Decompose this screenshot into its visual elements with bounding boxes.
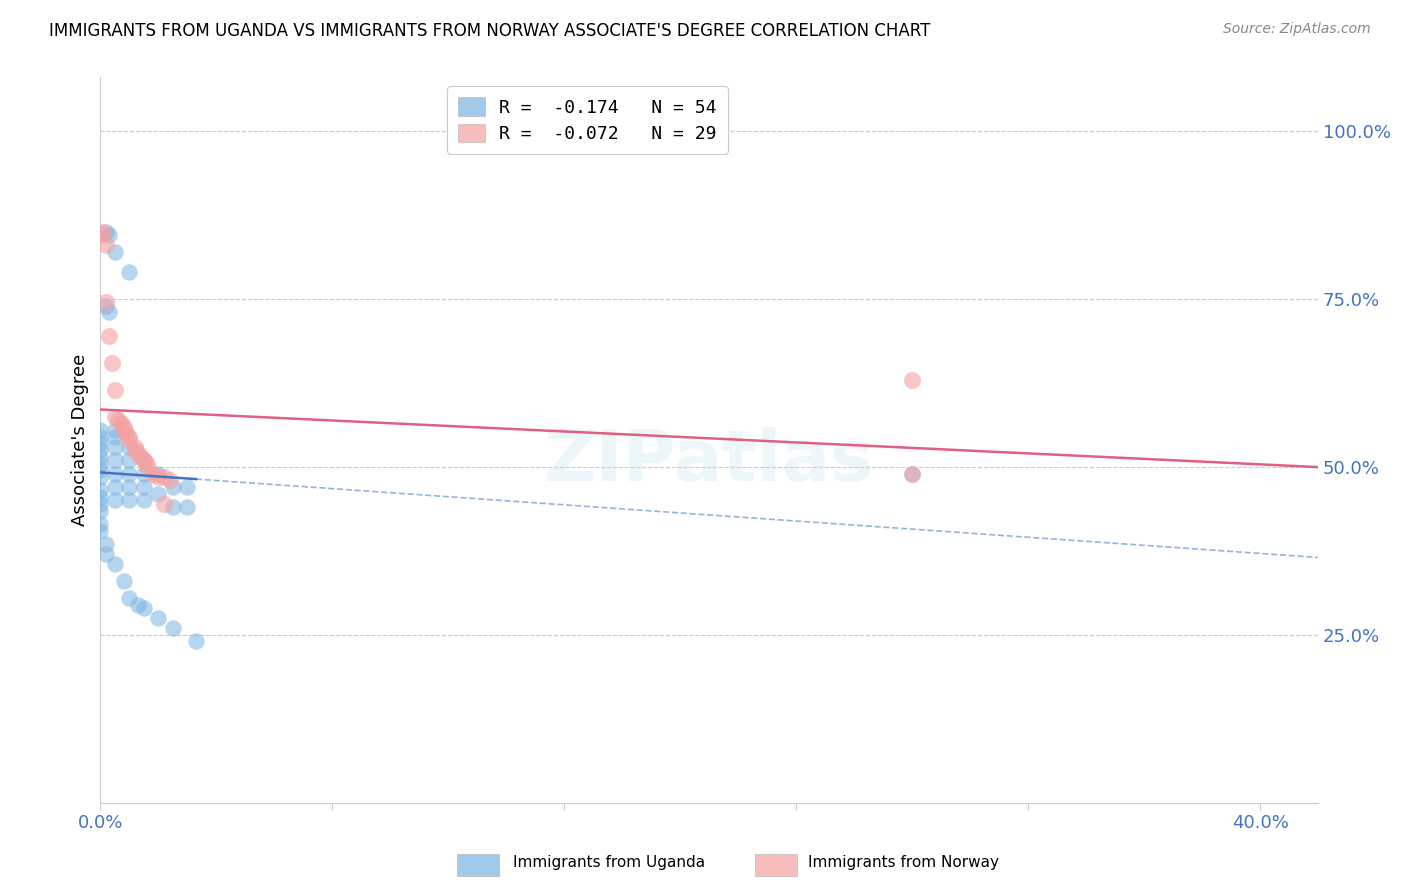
Point (132, 453, 155, 467)
Point (118, 591, 141, 605)
Point (104, 467, 127, 481)
Point (118, 453, 141, 467)
Point (162, 621, 184, 635)
Point (94, 547, 117, 561)
Point (148, 470, 170, 484)
Point (98, 329, 121, 343)
Point (104, 453, 127, 467)
Point (89, 430, 111, 444)
Point (98, 305, 121, 319)
Point (89, 463, 111, 477)
Point (94, 299, 117, 313)
Point (89, 497, 111, 511)
Point (124, 443, 146, 458)
Point (104, 440, 127, 454)
Point (148, 467, 170, 481)
Point (118, 493, 141, 508)
Point (118, 430, 141, 444)
Point (104, 409, 127, 424)
Point (89, 503, 111, 517)
Point (129, 450, 152, 464)
Point (89, 443, 111, 458)
Point (176, 480, 198, 494)
Point (89, 516, 111, 531)
Point (118, 467, 141, 481)
Point (148, 487, 170, 501)
Point (184, 634, 207, 648)
Point (132, 453, 155, 467)
Point (89, 450, 111, 464)
Point (107, 413, 129, 427)
Point (162, 500, 184, 515)
Point (135, 457, 157, 471)
Point (127, 598, 149, 612)
Point (101, 356, 124, 370)
Text: ZIPatlas: ZIPatlas (544, 427, 875, 496)
Text: IMMIGRANTS FROM UGANDA VS IMMIGRANTS FROM NORWAY ASSOCIATE'S DEGREE CORRELATION : IMMIGRANTS FROM UGANDA VS IMMIGRANTS FRO… (49, 22, 931, 40)
Point (104, 493, 127, 508)
Point (104, 245, 127, 260)
Point (127, 446, 149, 460)
Point (89, 524, 111, 538)
Point (89, 490, 111, 504)
Point (148, 611, 170, 625)
Point (104, 423, 127, 437)
Point (132, 480, 155, 494)
Point (118, 265, 141, 279)
Point (132, 493, 155, 508)
Point (98, 228, 121, 243)
Point (94, 295, 117, 310)
Point (162, 480, 184, 494)
Point (159, 473, 181, 487)
Point (94, 225, 117, 239)
Point (901, 467, 924, 481)
Point (91, 225, 114, 239)
Point (104, 480, 127, 494)
Point (104, 558, 127, 572)
Point (89, 228, 111, 243)
Point (901, 467, 924, 481)
Point (89, 483, 111, 498)
Point (112, 423, 135, 437)
Point (94, 238, 117, 252)
Point (94, 537, 117, 551)
Text: Immigrants from Uganda: Immigrants from Uganda (513, 855, 706, 870)
Point (124, 440, 146, 454)
Point (89, 423, 111, 437)
Point (118, 440, 141, 454)
Point (132, 600, 155, 615)
Point (89, 457, 111, 471)
Point (115, 426, 138, 441)
Point (104, 383, 127, 397)
Text: Source: ZipAtlas.com: Source: ZipAtlas.com (1223, 22, 1371, 37)
Point (110, 416, 132, 430)
Legend: R =  -0.174   N = 54, R =  -0.072   N = 29: R = -0.174 N = 54, R = -0.072 N = 29 (447, 87, 728, 154)
Point (118, 433, 141, 447)
Point (112, 574, 135, 588)
Point (118, 480, 141, 494)
Point (132, 467, 155, 481)
Point (89, 470, 111, 484)
Point (176, 500, 198, 515)
Point (104, 430, 127, 444)
Y-axis label: Associate's Degree: Associate's Degree (72, 354, 89, 526)
Text: Immigrants from Norway: Immigrants from Norway (808, 855, 1000, 870)
Point (135, 459, 157, 474)
Point (89, 436, 111, 450)
Point (901, 373, 924, 387)
Point (153, 470, 176, 484)
Point (141, 467, 163, 481)
Point (112, 419, 135, 434)
Point (153, 497, 176, 511)
